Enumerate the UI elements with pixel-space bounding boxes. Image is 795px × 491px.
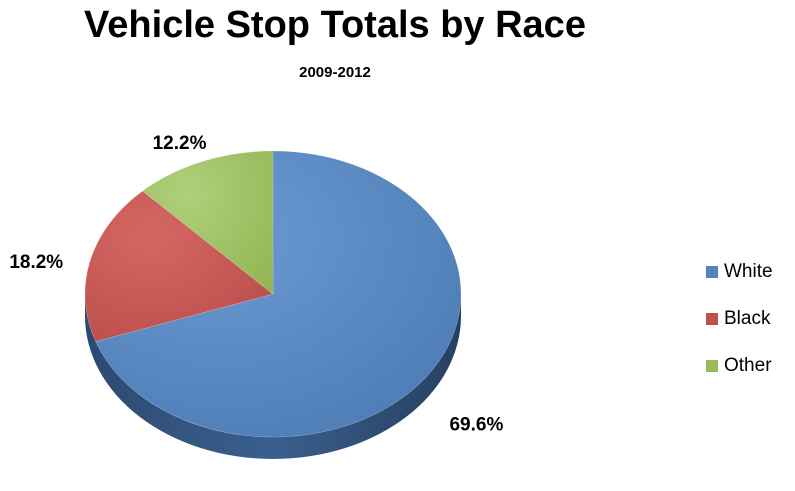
pie-data-labels: 69.6% 18.2% 12.2% <box>9 133 503 435</box>
legend-item-black: Black <box>706 307 791 331</box>
legend-item-other: Other <box>706 354 791 378</box>
legend-swatch-other <box>706 360 718 372</box>
data-label-white: 69.6% <box>449 414 503 435</box>
chart-subtitle: 2009-2012 <box>299 64 371 81</box>
legend-label-white: White <box>724 261 773 282</box>
legend-swatch-white <box>706 266 718 278</box>
legend-item-white: White <box>706 260 791 284</box>
pie-slices <box>84 150 462 438</box>
pie-slice-other <box>142 150 274 295</box>
data-label-black: 18.2% <box>9 252 63 273</box>
legend-label-black: Black <box>724 308 771 329</box>
chart-legend: White Black Other <box>706 260 791 401</box>
pie-slice-black <box>84 190 274 342</box>
legend-swatch-black <box>706 313 718 325</box>
chart-title: Vehicle Stop Totals by Race <box>84 4 586 46</box>
data-label-other: 12.2% <box>153 133 207 154</box>
legend-label-other: Other <box>724 355 772 376</box>
pie-slice-white <box>95 150 462 438</box>
